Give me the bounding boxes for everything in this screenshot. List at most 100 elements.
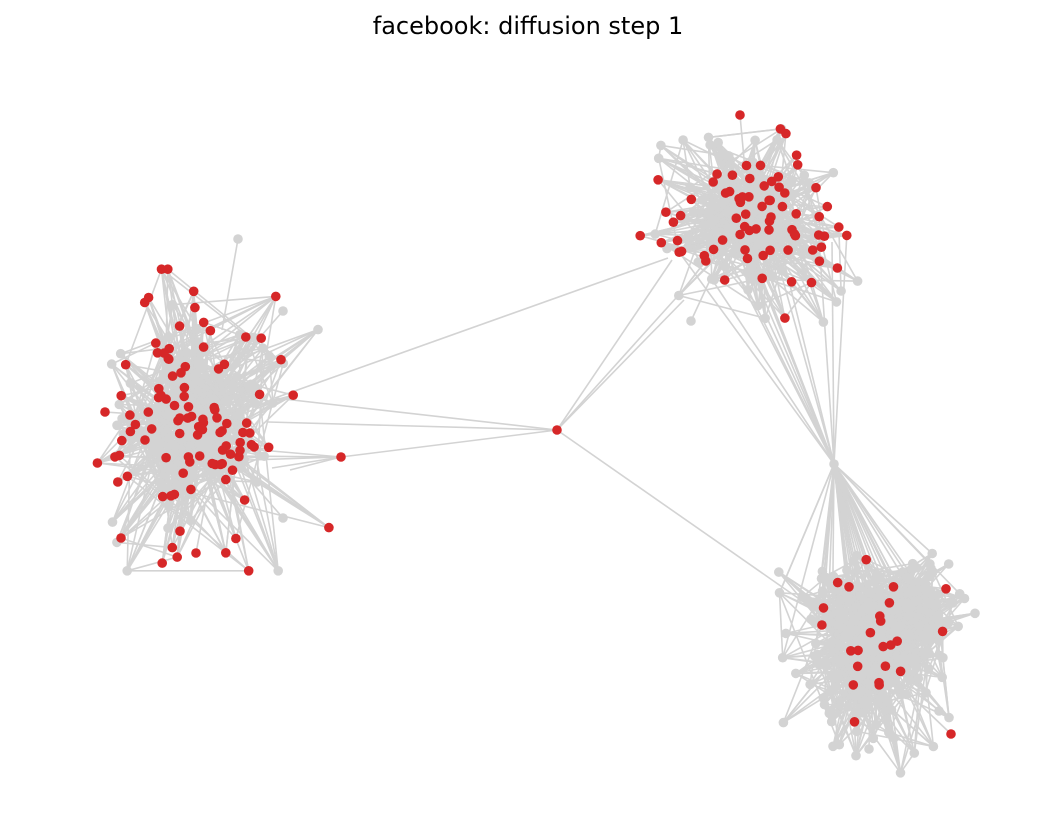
inactive-node [904, 610, 915, 620]
active-node [807, 245, 818, 255]
inactive-node [107, 517, 118, 527]
graph-edge [687, 234, 773, 277]
inactive-node [743, 285, 753, 295]
graph-edge [157, 439, 200, 457]
active-node [813, 230, 824, 240]
graph-edge [833, 463, 910, 605]
inactive-node [954, 589, 965, 599]
active-node [239, 495, 250, 505]
active-node [720, 188, 731, 198]
active-node [816, 242, 827, 252]
inactive-node [278, 306, 288, 316]
graph-edge [172, 295, 276, 306]
active-node [892, 636, 902, 646]
inactive-node [852, 276, 863, 286]
active-node [759, 181, 769, 191]
inactive-node [933, 589, 944, 599]
inactive-node [163, 332, 174, 342]
active-node [751, 224, 761, 234]
active-node [271, 291, 281, 302]
graph-edge [766, 317, 835, 465]
active-node [213, 364, 224, 374]
inactive-node [851, 625, 861, 635]
active-node [888, 582, 899, 592]
inactive-node [688, 207, 699, 217]
active-node [777, 201, 788, 212]
active-node [818, 603, 829, 613]
graph-edge [124, 268, 163, 365]
figure-title: facebook: diffusion step 1 [372, 12, 684, 40]
inactive-node [164, 501, 174, 512]
inactive-node [747, 274, 758, 285]
inactive-node [883, 697, 893, 707]
graph-edge [130, 336, 250, 384]
inactive-node [934, 706, 944, 716]
inactive-node [913, 673, 924, 684]
inactive-node [921, 586, 932, 597]
active-node [783, 245, 793, 255]
inactive-node [233, 234, 243, 244]
active-node [735, 110, 745, 120]
graph-edge [778, 463, 835, 594]
inactive-node [889, 733, 899, 743]
inactive-node [152, 435, 163, 445]
active-node [212, 413, 222, 423]
inactive-node [874, 590, 885, 601]
active-node [221, 441, 231, 451]
active-node [765, 245, 775, 256]
inactive-node [169, 447, 180, 458]
graph-edge [556, 429, 819, 613]
active-node [844, 582, 854, 592]
inactive-node [198, 440, 209, 451]
inactive-node [162, 410, 173, 421]
active-node [874, 677, 884, 688]
inactive-node [114, 399, 125, 410]
graph-edge [655, 217, 737, 235]
inactive-node [911, 663, 921, 673]
active-node [895, 666, 906, 677]
active-node [241, 418, 252, 428]
inactive-node [921, 579, 931, 590]
inactive-node [910, 656, 921, 666]
active-node [832, 577, 843, 588]
inactive-node [724, 151, 734, 161]
graph-edge [831, 241, 835, 465]
graph-edge [176, 453, 232, 558]
inactive-node [252, 477, 262, 487]
inactive-node [152, 448, 162, 458]
inactive-node [829, 459, 839, 469]
active-node [842, 230, 852, 241]
active-node [764, 195, 774, 206]
graph-edge [111, 383, 252, 523]
active-node [178, 468, 188, 479]
inactive-node [192, 324, 202, 334]
inactive-node [718, 198, 728, 208]
active-node [741, 160, 752, 171]
inactive-node [825, 705, 836, 716]
active-node [110, 452, 120, 462]
active-node [172, 552, 182, 562]
inactive-node [125, 378, 136, 389]
active-node [194, 451, 205, 461]
inactive-node [706, 218, 716, 229]
active-node [791, 209, 801, 219]
active-node [245, 428, 255, 438]
active-node [878, 641, 888, 652]
inactive-node [134, 427, 144, 438]
inactive-node [166, 439, 177, 450]
active-node [254, 389, 265, 400]
inactive-node [818, 317, 829, 327]
graph-edge [817, 663, 857, 757]
active-node [188, 286, 199, 297]
inactive-node [236, 463, 246, 473]
graph-edge [198, 347, 263, 363]
active-node [238, 427, 248, 438]
active-node [712, 169, 722, 179]
graph-edge [784, 192, 825, 237]
inactive-node [703, 132, 714, 143]
inactive-node [197, 361, 208, 372]
active-node [676, 246, 687, 257]
inactive-node [268, 398, 278, 408]
active-node [156, 390, 166, 401]
inactive-node [693, 257, 703, 267]
